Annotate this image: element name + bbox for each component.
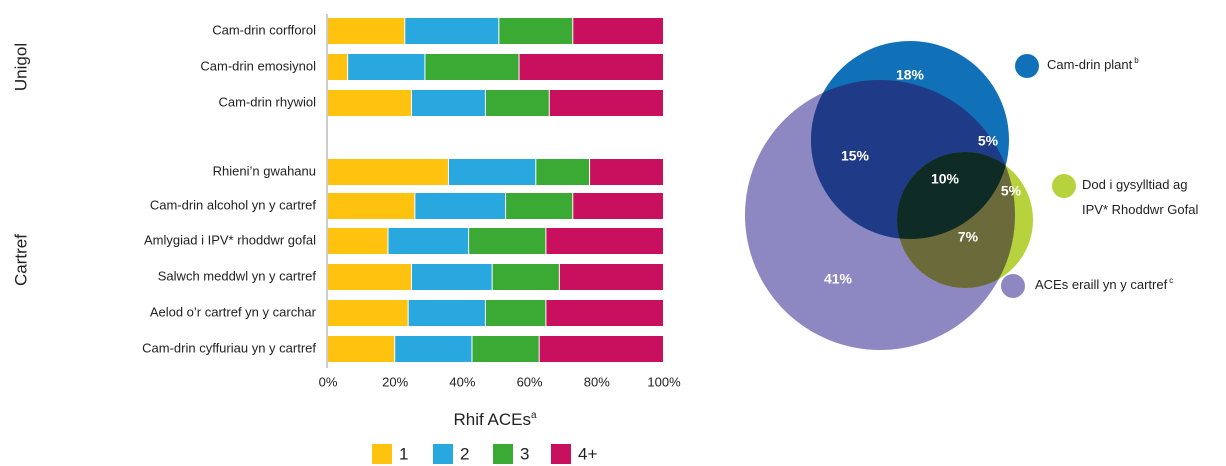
bar-segment — [415, 193, 506, 219]
legend-title-note: a — [531, 410, 537, 421]
category-label: Cam-drin emosiynol — [200, 58, 316, 73]
bar-segment — [328, 336, 395, 362]
bar-segment — [405, 18, 499, 44]
x-tick-label: 80% — [584, 374, 610, 389]
legend-swatch — [372, 444, 392, 464]
category-label: Aelod o’r cartref yn y carchar — [150, 304, 317, 319]
x-tick-label: 20% — [382, 374, 408, 389]
region-label: 5% — [1001, 183, 1022, 199]
x-tick-label: 0% — [319, 374, 338, 389]
bar-segment — [492, 264, 559, 290]
bar-segment — [539, 336, 663, 362]
legend-label: IPV* Rhoddwr Gofal — [1082, 202, 1198, 217]
region-label: 5% — [978, 133, 999, 149]
bar-segment — [485, 90, 549, 116]
legend-label: 3 — [520, 444, 529, 463]
bar-segment — [395, 336, 472, 362]
bar-segment — [469, 228, 546, 254]
bar-segment — [448, 159, 536, 185]
bar-segment — [328, 90, 411, 116]
bar-segment — [412, 90, 485, 116]
group-label: Cartref — [11, 234, 30, 286]
legend-label: Cam-drin plant b — [1047, 56, 1139, 72]
legend-swatch — [493, 444, 513, 464]
legend-label-text: ACEs eraill yn y cartref — [1035, 277, 1168, 292]
region-label: 41% — [824, 271, 853, 287]
bar-segment — [546, 228, 663, 254]
legend-label-text: Cam-drin plant — [1047, 57, 1133, 72]
bar-segment — [472, 336, 539, 362]
legend-label: 4+ — [578, 444, 597, 463]
bar-segment — [328, 193, 415, 219]
legend-swatch — [551, 444, 571, 464]
bar-segment — [348, 54, 425, 80]
legend-dot — [1052, 174, 1076, 198]
venn-overlap — [811, 80, 1009, 239]
bar-segment — [573, 18, 663, 44]
bar-segment — [506, 193, 573, 219]
venn-overlap — [811, 80, 1009, 239]
bar-segment — [536, 159, 590, 185]
legend-label: Dod i gysylltiad ag — [1082, 177, 1188, 192]
x-tick-label: 40% — [449, 374, 475, 389]
bar-segment — [546, 300, 663, 326]
bar-segment — [388, 228, 469, 254]
region-label: 7% — [958, 229, 979, 245]
category-label: Rhieni’n gwahanu — [213, 163, 316, 178]
category-label: Cam-drin alcohol yn y cartref — [150, 197, 317, 212]
legend-swatch — [433, 444, 453, 464]
legend-label: 2 — [460, 444, 469, 463]
bar-segment — [328, 18, 405, 44]
x-tick-label: 60% — [517, 374, 543, 389]
legend-label-text: IPV* Rhoddwr Gofal — [1082, 202, 1198, 217]
legend-label: ACEs eraill yn y cartref c — [1035, 276, 1173, 292]
category-label: Cam-drin corfforol — [212, 22, 316, 37]
bar-segment — [328, 54, 348, 80]
bar-segment — [425, 54, 519, 80]
bar-segment — [559, 264, 663, 290]
category-label: Cam-drin cyffuriau yn y cartref — [142, 340, 316, 355]
bar-segment — [408, 300, 485, 326]
category-label: Cam-drin rhywiol — [218, 94, 316, 109]
region-label: 18% — [896, 67, 925, 83]
group-label: Unigol — [11, 43, 30, 91]
legend-label-text: Dod i gysylltiad ag — [1082, 177, 1188, 192]
legend-title: Rhif ACEsa — [453, 410, 536, 430]
region-label: 15% — [841, 148, 870, 164]
legend-dot — [1001, 274, 1025, 298]
bar-segment — [549, 90, 663, 116]
legend-dot — [1015, 54, 1039, 78]
bar-segment — [485, 300, 546, 326]
bar-segment — [573, 193, 663, 219]
bar-segment — [499, 18, 573, 44]
bar-segment — [328, 159, 448, 185]
bar-segment — [328, 264, 411, 290]
x-tick-label: 100% — [647, 374, 681, 389]
legend-label-note: c — [1169, 276, 1173, 285]
category-label: Amlygiad i IPV* rhoddwr gofal — [144, 232, 316, 247]
legend-label: 1 — [399, 444, 408, 463]
bar-segment — [412, 264, 492, 290]
bar-segment — [590, 159, 663, 185]
legend-title-text: Rhif ACEs — [453, 410, 530, 429]
bar-segment — [328, 300, 408, 326]
legend-label-note: b — [1134, 56, 1139, 65]
bar-segment — [328, 228, 388, 254]
bar-segment — [519, 54, 663, 80]
region-label: 10% — [931, 171, 960, 187]
category-label: Salwch meddwl yn y cartref — [158, 268, 317, 283]
